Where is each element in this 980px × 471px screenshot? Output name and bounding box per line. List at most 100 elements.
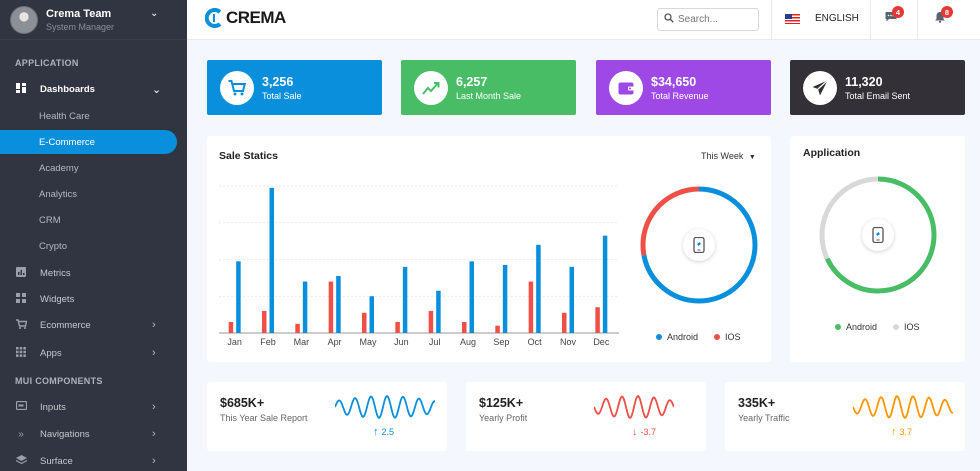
cart-icon	[15, 318, 27, 332]
search-input[interactable]	[678, 14, 748, 25]
bar-android-apr	[336, 276, 341, 333]
sale-statics-panel: Sale Statics This Week ▼ Jan Feb Mar Apr May…	[207, 136, 771, 362]
bar-ios-mar	[295, 323, 300, 333]
bar-ios-jun	[395, 321, 400, 333]
sale-bar-chart: Jan Feb Mar Apr May Jun Jul Aug Sep Oct Nov Dec	[219, 185, 619, 347]
donut-slice-ios	[640, 186, 758, 304]
sidebar-item-metrics[interactable]: Metrics	[0, 261, 187, 285]
avatar	[10, 5, 38, 34]
language-selector[interactable]: ENGLISH	[785, 13, 859, 24]
delta-value: 3.7	[899, 427, 913, 437]
wallet-icon	[609, 70, 643, 105]
period-select[interactable]: This Week ▼	[701, 151, 756, 161]
panel-title: Sale Statics	[219, 150, 278, 162]
mini-delta: ↓ -3.7	[632, 426, 656, 438]
phone-icon	[683, 229, 715, 261]
legend-label: Android	[667, 332, 699, 342]
notifications-badge: 8	[941, 6, 953, 18]
bar-android-nov	[569, 266, 574, 333]
x-tick-label: Aug	[460, 337, 476, 347]
legend-ios: IOS	[714, 332, 741, 342]
sidebar-item-widgets[interactable]: Widgets	[0, 287, 187, 311]
mini-card-sale-report[interactable]: $685K+ This Year Sale Report ↑ 2.5	[207, 382, 447, 451]
apps-grid-icon	[15, 346, 27, 360]
mini-value: $685K+	[220, 396, 265, 410]
stat-value: 6,257	[456, 74, 488, 89]
x-tick-label: Oct	[528, 337, 543, 347]
user-profile[interactable]: Crema Team System Manager ⌄	[0, 0, 187, 40]
sidebar-item-label: Ecommerce	[40, 319, 91, 331]
delta-value: -3.7	[640, 427, 657, 437]
mini-label: Yearly Traffic	[738, 413, 790, 423]
sparkline	[335, 394, 435, 420]
sidebar-item-navigations[interactable]: » Navigations ›	[0, 422, 187, 446]
bar-ios-sep	[495, 325, 500, 333]
sidebar-item-dashboards[interactable]: Dashboards ⌄	[0, 77, 187, 101]
sidebar-item-crm[interactable]: CRM	[0, 208, 187, 232]
bar-ios-oct	[528, 281, 534, 333]
application-panel: Application Android IOS	[790, 136, 965, 362]
stat-value: 3,256	[262, 74, 294, 89]
sidebar-item-label: Navigations	[40, 428, 90, 440]
bar-ios-dec	[595, 307, 600, 333]
legend-dot	[714, 334, 721, 340]
x-tick-label: Sep	[493, 337, 509, 347]
caret-down-icon: ▼	[748, 154, 756, 161]
bar-android-sep	[502, 265, 508, 333]
sidebar-item-label: Surface	[40, 455, 73, 467]
application-legend: Android IOS	[835, 322, 936, 332]
bar-android-oct	[536, 244, 541, 333]
sidebar-item-label: Apps	[40, 347, 62, 359]
x-tick-label: Jul	[429, 337, 441, 347]
stat-card-total-email-sent[interactable]: 11,320 Total Email Sent	[790, 60, 965, 115]
legend-android: Android	[835, 322, 877, 332]
chevron-down-icon[interactable]: ⌄	[150, 8, 159, 19]
stat-card-total-revenue[interactable]: $34,650 Total Revenue	[596, 60, 771, 115]
profile-role: System Manager	[46, 21, 115, 32]
mini-delta: ↑ 2.5	[373, 426, 394, 438]
header-divider	[771, 0, 772, 40]
x-tick-label: May	[359, 337, 377, 347]
section-application: APPLICATION	[15, 58, 79, 68]
sidebar-item-crypto[interactable]: Crypto	[0, 234, 187, 258]
sidebar-item-analytics[interactable]: Analytics	[0, 182, 187, 206]
bar-android-jun	[402, 266, 408, 333]
sidebar-item-ecommerce[interactable]: Ecommerce ›	[0, 313, 187, 337]
mini-card-yearly-traffic[interactable]: 335K+ Yearly Traffic ↑ 3.7	[725, 382, 965, 451]
mini-value: $125K+	[479, 396, 524, 410]
bar-ios-feb	[262, 310, 267, 333]
language-label: ENGLISH	[815, 13, 859, 24]
sidebar-item-academy[interactable]: Academy	[0, 156, 187, 180]
sidebar-item-inputs[interactable]: Inputs ›	[0, 395, 187, 419]
top-header: CREMA ENGLISH 4 8	[187, 0, 980, 40]
legend-ios: IOS	[893, 322, 920, 332]
phone-icon	[862, 219, 894, 251]
mini-card-yearly-profit[interactable]: $125K+ Yearly Profit ↓ -3.7	[466, 382, 706, 451]
mini-delta: ↑ 3.7	[891, 426, 912, 438]
sidebar-item-apps[interactable]: Apps ›	[0, 341, 187, 365]
brand-logo[interactable]: CREMA	[205, 8, 286, 28]
period-label: This Week	[701, 151, 744, 161]
mini-value: 335K+	[738, 396, 776, 410]
arrow-up-icon: ↑	[373, 426, 379, 438]
stat-card-last-month-sale[interactable]: 6,257 Last Month Sale	[401, 60, 576, 115]
stat-card-total-sale[interactable]: 3,256 Total Sale	[207, 60, 382, 115]
search-box[interactable]	[657, 8, 759, 31]
sidebar-item-e-commerce[interactable]: E-Commerce	[0, 130, 177, 154]
sidebar-item-health-care[interactable]: Health Care	[0, 104, 187, 128]
legend-label: Android	[846, 322, 878, 332]
messages-badge: 4	[892, 6, 904, 18]
sidebar-item-label: Crypto	[39, 240, 67, 252]
send-icon	[803, 70, 837, 105]
stat-label: Last Month Sale	[456, 90, 522, 101]
sidebar-item-surface[interactable]: Surface ›	[0, 449, 187, 471]
sidebar-item-label: Metrics	[40, 267, 71, 279]
sidebar-item-label: CRM	[39, 214, 61, 226]
section-mui-components: MUI COMPONENTS	[15, 376, 103, 386]
bar-ios-jan	[228, 321, 234, 333]
delta-value: 2.5	[381, 427, 395, 437]
sparkline-path	[853, 394, 953, 420]
bar-ios-nov	[562, 312, 567, 333]
sidebar-item-label: Analytics	[39, 188, 78, 200]
legend-dot	[656, 334, 662, 340]
